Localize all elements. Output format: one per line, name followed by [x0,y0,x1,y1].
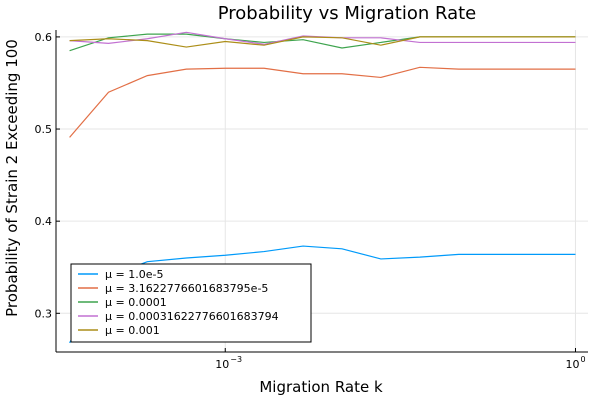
legend-box [70,263,312,343]
legend-label-2: μ = 3.1622776601683795e-5 [105,282,268,295]
x-tick-exponent: −3 [230,355,242,364]
y-tick-label: 0.5 [35,123,53,136]
series-line-1 [69,245,576,344]
series-line-5 [69,36,576,48]
series-line-2 [69,66,576,138]
plot-area [69,31,576,344]
legend-label-5: μ = 0.001 [105,324,160,337]
y-tick-label: 0.6 [35,31,53,44]
y-tick-label: 0.4 [35,215,53,228]
x-tick-exponent: 0 [580,355,585,364]
legend: μ = 1.0e-5μ = 3.1622776601683795e-5μ = 0… [70,263,312,343]
x-tick-label: 10 [215,358,229,371]
legend-label-1: μ = 1.0e-5 [105,268,163,281]
axes: 0.30.40.50.610 −3 10 0 [35,30,588,371]
chart-title: Probability vs Migration Rate [218,3,477,24]
y-axis-label: Probability of Strain 2 Exceeding 100 [3,39,21,317]
x-axis-label: Migration Rate k [259,378,383,396]
y-tick-label: 0.3 [35,307,53,320]
x-tick-label: 10 [565,358,579,371]
legend-label-4: μ = 0.00031622776601683794 [105,310,279,323]
legend-label-3: μ = 0.0001 [105,296,167,309]
